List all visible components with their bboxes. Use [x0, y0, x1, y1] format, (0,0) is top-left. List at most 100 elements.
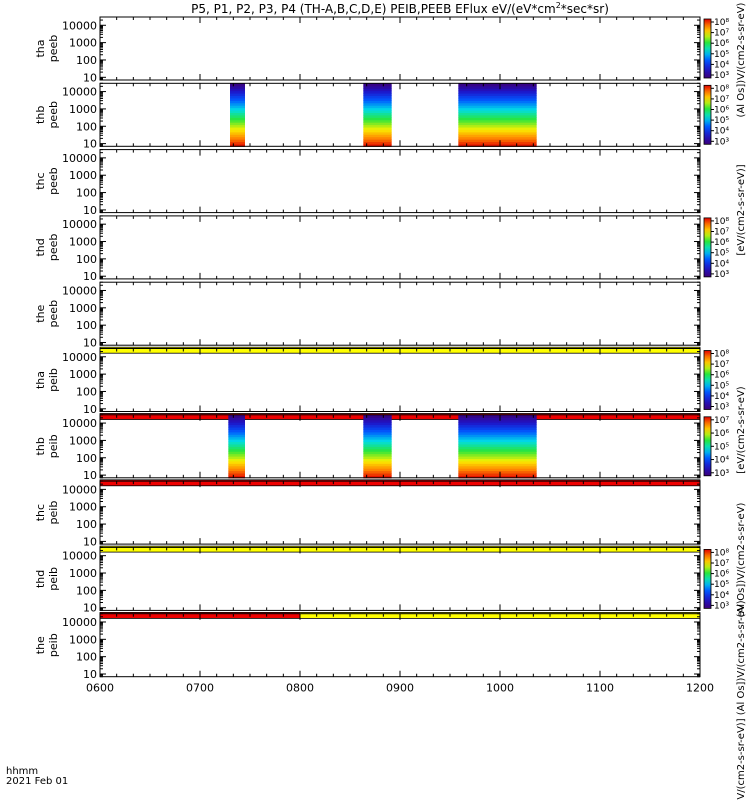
- spectrogram-cell: [458, 431, 537, 435]
- spectrogram-cell: [363, 134, 392, 138]
- spectrogram-cell: [363, 139, 392, 143]
- spectrogram-cell: [458, 475, 537, 479]
- colorbar-tick-label: 10⁷: [714, 416, 729, 426]
- spectrogram-cell: [363, 136, 392, 140]
- spectrogram-cell: [458, 426, 537, 430]
- panel-label-probe: the: [34, 636, 47, 654]
- colorbar-tick-label: 10³: [714, 71, 729, 81]
- spectrogram-cell: [363, 414, 392, 418]
- spectrogram-cell: [363, 460, 392, 464]
- spectrogram-cell: [228, 472, 245, 476]
- spectrogram-cell: [363, 439, 392, 443]
- spectrogram-cell: [363, 431, 392, 435]
- colorbar-tick-label: 10⁷: [714, 228, 729, 238]
- colorbar-tick-label: 10³: [714, 601, 729, 611]
- colorbar-tick-label: 10⁴: [714, 392, 729, 402]
- spectrogram-cell: [458, 119, 537, 123]
- spectrogram-cell: [363, 419, 392, 423]
- spectrogram-cell: [230, 117, 245, 121]
- y-tick-label: 1000: [69, 169, 97, 182]
- spectrogram-cell: [230, 143, 245, 147]
- x-tick-label: 1100: [586, 682, 614, 695]
- spectrogram-cell: [458, 105, 537, 109]
- spectrogram-cell: [230, 107, 245, 111]
- spectrogram-cell: [228, 443, 245, 447]
- panel-frame: [99, 348, 701, 412]
- y-tick-label: 1000: [69, 567, 97, 580]
- y-tick-label: 10000: [62, 19, 97, 32]
- y-tick-label: 1000: [69, 501, 97, 514]
- spectrogram-cell: [363, 448, 392, 452]
- figure-title: P5, P1, P2, P3, P4 (TH-A,B,C,D,E) PEIB,P…: [100, 1, 700, 16]
- spectrogram-cell: [228, 431, 245, 435]
- spectrogram-cell: [363, 107, 392, 111]
- spectrogram-cell: [363, 90, 392, 94]
- colorbar-tick-label: 10⁶: [714, 429, 729, 439]
- spectrogram-cell: [458, 95, 537, 99]
- colorbar-tick-label: 10⁶: [714, 371, 729, 381]
- spectrogram-cell: [363, 417, 392, 421]
- y-tick-label: 10000: [62, 351, 97, 364]
- spectrogram-cell: [458, 136, 537, 140]
- colorbar-tick-label: 10⁵: [714, 116, 729, 126]
- x-tick-label: 1200: [686, 682, 714, 695]
- spectrogram-cell: [458, 463, 537, 467]
- spectrogram-cell: [458, 129, 537, 133]
- spectrogram-cell: [458, 100, 537, 104]
- spectrogram-cell: [230, 83, 245, 87]
- colorbar-tick-label: 10⁶: [714, 39, 729, 49]
- spectrogram-cell: [363, 112, 392, 116]
- panel-frame: [99, 149, 701, 214]
- spectrogram-cell: [228, 463, 245, 467]
- colorbar-tick-label: 10³: [714, 403, 729, 413]
- y-tick-label: 10000: [62, 86, 97, 99]
- spectrogram-cell: [458, 468, 537, 472]
- spectrogram-cell: [458, 453, 537, 457]
- spectrogram-cell: [458, 88, 537, 92]
- y-tick-label: 10: [83, 71, 97, 84]
- spectrogram-cell: [458, 443, 537, 447]
- spectrogram-cell: [228, 460, 245, 464]
- spectrogram-cell: [458, 451, 537, 455]
- spectrogram-cell: [363, 465, 392, 469]
- spectrogram-cell: [458, 439, 537, 443]
- panel-label-probe: thd: [34, 238, 47, 256]
- spectrogram-cell: [363, 451, 392, 455]
- spectrogram-cell: [230, 105, 245, 109]
- spectrogram-cell: [458, 441, 537, 445]
- spectrogram-cell: [230, 102, 245, 106]
- colorbar-tick-label: 10⁸: [714, 84, 729, 94]
- spectrogram-cell: [363, 472, 392, 476]
- spectrogram-cell: [458, 124, 537, 128]
- x-footer-date-label: 2021 Feb 01: [6, 776, 69, 787]
- y-tick-label: 10: [83, 138, 97, 151]
- spectrogram-cell: [458, 460, 537, 464]
- y-tick-label: 10: [83, 337, 97, 350]
- spectrogram-cell: [458, 414, 537, 418]
- panel-label-probe: thb: [34, 106, 47, 124]
- panel-label-probe: thb: [34, 437, 47, 455]
- y-tick-label: 100: [76, 452, 97, 465]
- title-superscript: 2: [555, 1, 561, 10]
- spectrogram-cell: [458, 424, 537, 428]
- y-tick-label: 10: [83, 204, 97, 217]
- spectrogram-cell: [363, 475, 392, 479]
- spectrogram-cell: [363, 470, 392, 474]
- spectrogram-cell: [230, 92, 245, 97]
- colorbar: [703, 217, 712, 278]
- spectrogram-cell: [363, 83, 392, 87]
- colorbar-unit-label: (Al Os])V/(cm2-s-sr-eV): [736, 502, 747, 617]
- colorbar: [703, 18, 712, 79]
- colorbar-tick-label: 10⁸: [714, 350, 729, 360]
- spectrogram-cell: [458, 112, 537, 116]
- spectrogram-cell: [230, 97, 245, 101]
- spectrogram-cell: [230, 126, 245, 130]
- spectrogram-cell: [228, 470, 245, 474]
- panel-frame: [99, 82, 701, 147]
- y-tick-label: 10000: [62, 550, 97, 563]
- spectrogram-cell: [363, 109, 392, 113]
- spectrogram-cell: [458, 114, 537, 118]
- colorbar-tick-label: 10⁵: [714, 249, 729, 259]
- y-tick-label: 1000: [69, 633, 97, 646]
- spectrogram-cell: [228, 453, 245, 457]
